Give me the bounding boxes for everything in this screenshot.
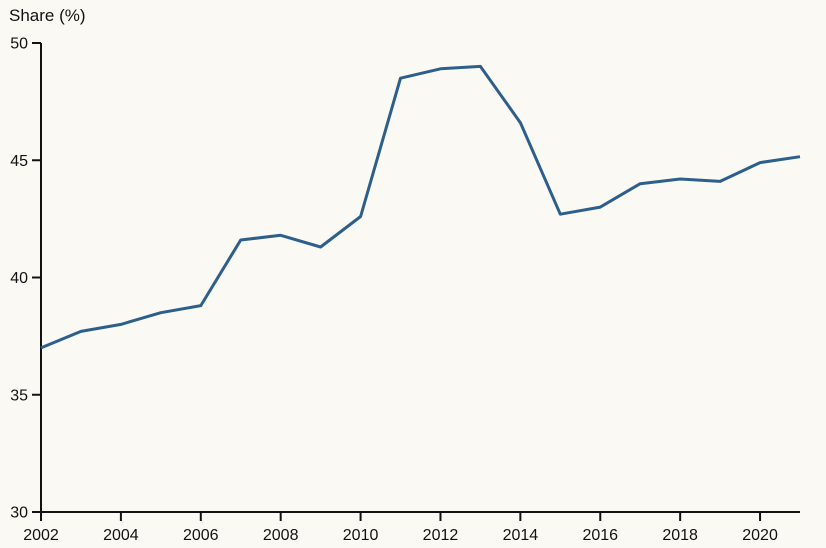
y-tick-label: 30	[10, 505, 28, 522]
x-tick-label: 2018	[662, 527, 698, 544]
y-tick-label: 35	[10, 387, 28, 404]
chart-title: Share (%)	[9, 6, 86, 25]
y-tick-label: 45	[10, 153, 28, 170]
x-tick-label: 2012	[423, 527, 459, 544]
axes	[40, 43, 800, 513]
series-line	[40, 64, 801, 350]
x-tick-label: 2004	[103, 527, 139, 544]
x-tick-label: 2002	[23, 527, 59, 544]
x-tick-label: 2008	[263, 527, 299, 544]
x-axis-ticks: 2002 2004 2006 2008 2010 2012 2014 2016 2018 2020	[23, 512, 778, 544]
x-tick-label: 2014	[503, 527, 539, 544]
y-tick-label: 50	[10, 36, 28, 53]
x-tick-label: 2020	[742, 527, 778, 544]
x-tick-label: 2006	[183, 527, 219, 544]
y-axis-ticks: 30 35 40 45 50	[10, 36, 41, 522]
x-tick-label: 2016	[582, 527, 618, 544]
y-tick-label: 40	[10, 270, 28, 287]
x-tick-label: 2010	[343, 527, 379, 544]
